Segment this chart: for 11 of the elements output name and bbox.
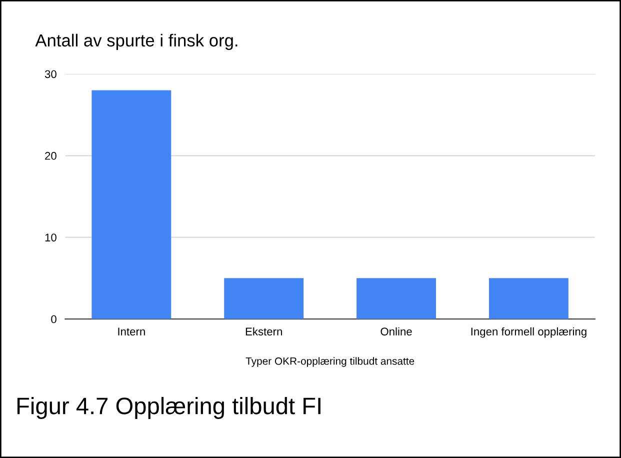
x-tick-label: Online: [380, 327, 412, 336]
x-tick-label: Ekstern: [246, 327, 282, 336]
text: Figur 4.7 Opplæring tilbudt FI: [17, 396, 320, 420]
x-tick-label: Intern: [118, 328, 145, 336]
y-tick-label: 30: [44, 70, 56, 78]
y-tick-label: 20: [45, 152, 56, 160]
y-tick-label: 10: [45, 234, 56, 242]
x-tick-label: Ingen formell opplæring: [471, 327, 586, 338]
y-tick-label: 0: [51, 315, 56, 324]
chart-title: Antall av spurte i finsk org.: [35, 34, 238, 50]
x-axis-title: Typer OKR-opplæring tilbudt ansatte: [246, 357, 414, 367]
